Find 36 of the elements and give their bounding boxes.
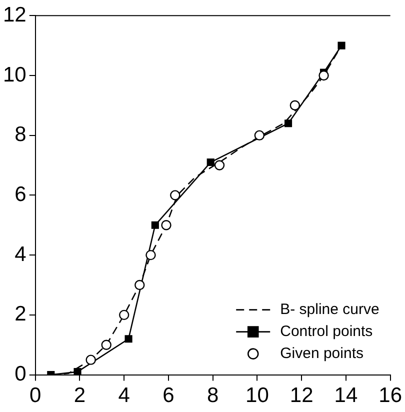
legend-label: Control points [280, 322, 373, 340]
point [146, 250, 156, 260]
point [119, 310, 130, 320]
point [124, 335, 132, 343]
point [151, 221, 159, 229]
x-tick-label: 4 [118, 384, 130, 408]
point [74, 368, 82, 375]
legend-label: Given points [280, 344, 364, 362]
x-tick-label: 12 [290, 384, 314, 408]
y-tick-label: 12 [3, 3, 26, 26]
legend-label: B- spline curve [280, 300, 380, 318]
y-tick-label: 4 [14, 242, 27, 266]
point [338, 42, 346, 50]
point [161, 220, 172, 230]
x-tick-label: 16 [378, 384, 402, 408]
y-tick-label: 0 [14, 362, 26, 386]
y-tick-label: 6 [14, 182, 26, 206]
point [170, 190, 180, 200]
point [206, 158, 214, 166]
x-tick-label: 10 [246, 384, 269, 408]
point [290, 100, 300, 110]
point [214, 160, 225, 170]
y-tick-label: 8 [14, 123, 26, 146]
y-tick-label: 10 [3, 63, 26, 86]
x-tick-label: 8 [206, 384, 219, 408]
x-tick-label: 6 [162, 384, 174, 408]
y-tick-label: 2 [14, 302, 26, 326]
x-tick-label: 0 [30, 384, 42, 408]
point [284, 120, 292, 128]
point [318, 70, 329, 81]
x-tick-label: 2 [74, 384, 86, 408]
point [254, 130, 265, 140]
point [101, 340, 112, 350]
x-tick-label: 14 [334, 384, 358, 408]
point [86, 354, 96, 365]
point [134, 280, 145, 290]
